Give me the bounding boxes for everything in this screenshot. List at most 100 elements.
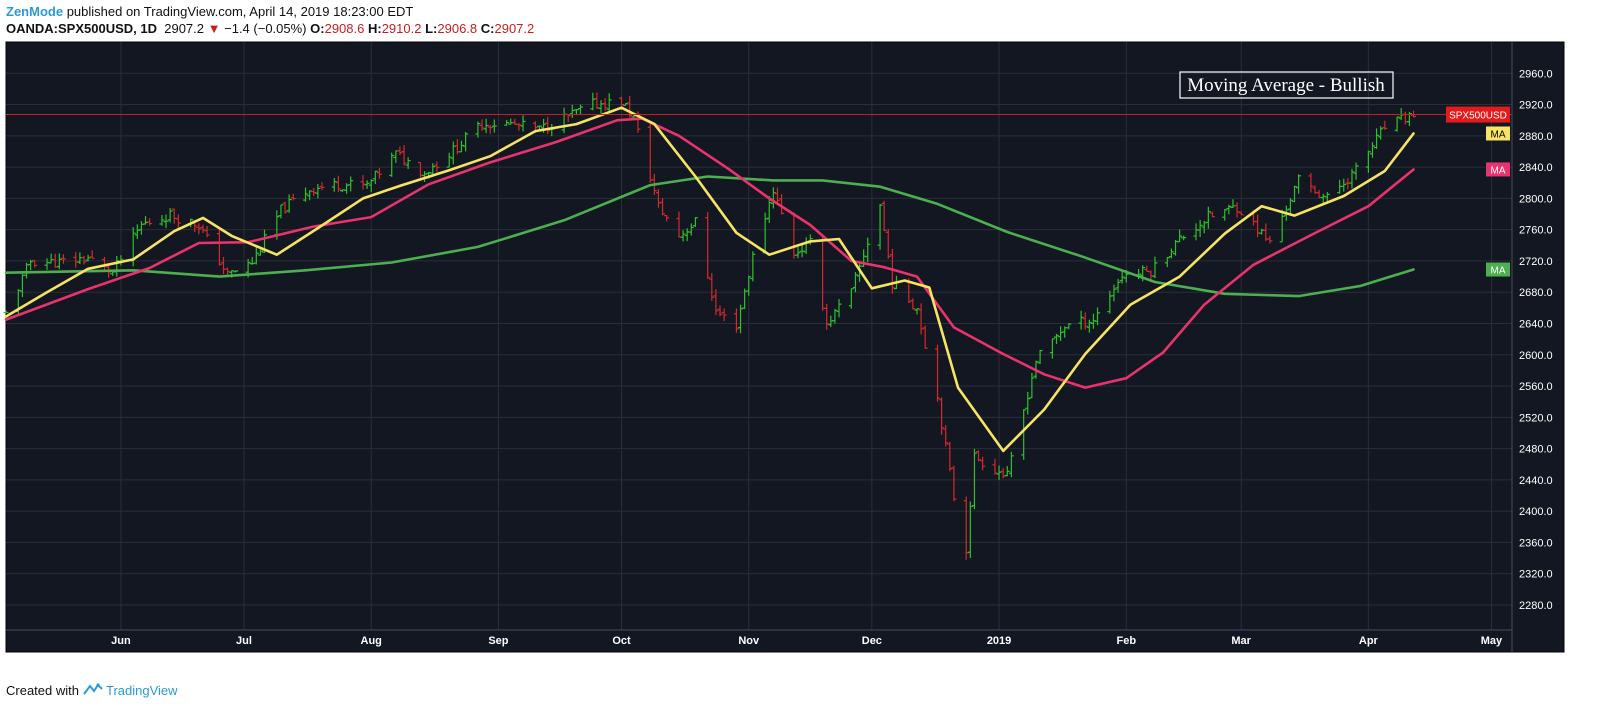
- ohlc-bar: [1353, 162, 1359, 180]
- y-tick-label: 2640.0: [1519, 318, 1553, 330]
- y-tick-label: 2960.0: [1519, 68, 1553, 80]
- x-tick-label: Sep: [488, 635, 508, 647]
- ma-value-label: MA: [1486, 162, 1510, 176]
- ohlc-bar: [606, 93, 612, 113]
- x-tick-label: Apr: [1359, 635, 1379, 647]
- ohlc-bar: [709, 273, 715, 301]
- symbol-price-label-box: [1446, 106, 1510, 123]
- x-tick-label: Nov: [738, 635, 760, 647]
- ohlc-bar: [1086, 319, 1092, 333]
- ma-value-label: MA: [1486, 126, 1510, 141]
- ohlc-bar: [770, 187, 776, 209]
- time-axis[interactable]: Jun Jul Aug Sep Oct Nov Dec 2019 Feb Mar Apr May: [111, 635, 1503, 647]
- y-tick-label: 2360.0: [1519, 537, 1553, 549]
- ohlc-bar: [721, 308, 727, 321]
- y-tick-label: 2480.0: [1519, 444, 1553, 456]
- ohlc-bar: [1378, 126, 1384, 140]
- ohlc-bar: [1000, 468, 1006, 479]
- annotation-box[interactable]: Moving Average - Bullish: [1179, 71, 1394, 99]
- ma-label-text: MA: [1491, 266, 1506, 277]
- price-chart[interactable]: 2960.0 2920.0 2880.0 2840.0 2800.0 2760.0 2720…: [0, 40, 1615, 654]
- ohlc-bar: [3, 310, 9, 314]
- ohlc-bar: [311, 188, 317, 197]
- ohlc-bar: [1008, 451, 1014, 478]
- ohlc-bar: [290, 193, 296, 201]
- close-value: 2907.2: [494, 21, 535, 36]
- ohlc-bar: [1267, 235, 1273, 244]
- ohlc-bar: [487, 124, 493, 134]
- symbol-price-label-text: SPX500USD: [1449, 111, 1507, 122]
- ohlc-bar: [1292, 185, 1298, 203]
- ma-label-text: MA: [1491, 165, 1506, 176]
- x-tick-label: Oct: [612, 635, 631, 647]
- ohlc-bar: [1382, 120, 1388, 130]
- x-tick-label: Jun: [111, 635, 131, 647]
- chart-title: Moving Average - Bullish: [1187, 75, 1385, 96]
- ohlc-bar: [1004, 465, 1010, 477]
- y-tick-label: 2920.0: [1519, 100, 1553, 112]
- ohlc-bar: [204, 226, 210, 238]
- ohlc-bar: [303, 187, 309, 202]
- ohlc-bar: [947, 441, 953, 472]
- symbol-name[interactable]: OANDA:SPX500USD, 1D: [6, 21, 157, 36]
- ohlc-bar: [1168, 248, 1174, 259]
- ma-label-box: [1486, 126, 1510, 141]
- y-tick-label: 2720.0: [1519, 256, 1553, 268]
- ohlc-bar: [319, 182, 325, 191]
- ohlc-bar: [705, 212, 711, 279]
- high-label: H:: [367, 21, 382, 36]
- ohlc-bar: [910, 298, 916, 310]
- ohlc-bar: [286, 194, 292, 213]
- ohlc-bar: [475, 121, 481, 138]
- ohlc-bar: [1287, 198, 1293, 216]
- ohlc-bar: [577, 104, 583, 115]
- ohlc-bar: [1349, 168, 1355, 189]
- ohlc-bar: [196, 223, 202, 235]
- ohlc-bar: [28, 259, 34, 271]
- ohlc-bar: [335, 175, 341, 192]
- open-value: 2908.6: [324, 21, 365, 36]
- close-label: C:: [480, 21, 495, 36]
- ohlc-bar: [1222, 209, 1228, 221]
- author-link[interactable]: ZenMode: [6, 4, 64, 19]
- y-tick-label: 2680.0: [1519, 287, 1553, 299]
- x-tick-label: May: [1481, 635, 1503, 647]
- ohlc-bar: [877, 204, 883, 250]
- ohlc-bar: [216, 229, 222, 266]
- ohlc-bar: [1234, 202, 1240, 218]
- ohlc-bar: [971, 448, 977, 510]
- ohlc-bar: [1181, 235, 1187, 241]
- ohlc-bar: [1164, 257, 1170, 268]
- ohlc-bar: [885, 229, 891, 259]
- ohlc-bar: [746, 275, 752, 296]
- ohlc-bar: [32, 259, 38, 268]
- ohlc-bar: [824, 303, 830, 330]
- ma-label-text: MA: [1491, 129, 1506, 140]
- ohlc-bar: [943, 425, 949, 447]
- ohlc-bar: [1066, 323, 1072, 330]
- ohlc-bar: [430, 163, 436, 176]
- ohlc-bar: [1209, 211, 1215, 218]
- ohlc-bar: [774, 187, 780, 203]
- ohlc-bar: [1296, 174, 1302, 194]
- ohlc-bar: [397, 146, 403, 156]
- ohlc-bar: [504, 119, 510, 126]
- ohlc-bar: [914, 308, 920, 315]
- ohlc-bar: [1054, 333, 1060, 344]
- ohlc-bar: [766, 196, 772, 223]
- ohlc-bar: [422, 171, 428, 183]
- x-tick-label: Dec: [862, 635, 882, 647]
- ohlc-bar: [717, 305, 723, 317]
- y-tick-label: 2520.0: [1519, 412, 1553, 424]
- ohlc-bar: [1152, 256, 1158, 279]
- ohlc-bar: [167, 208, 173, 223]
- down-arrow-icon: ▼: [207, 21, 221, 36]
- ohlc-bar: [865, 237, 871, 262]
- ohlc-bar: [389, 152, 395, 177]
- tradingview-link[interactable]: TradingView: [105, 683, 178, 698]
- price-axis[interactable]: 2960.0 2920.0 2880.0 2840.0 2800.0 2760.0 2720…: [1519, 68, 1553, 612]
- ohlc-bars: [3, 92, 1417, 560]
- ohlc-bar: [233, 270, 239, 273]
- ohlc-bar: [479, 119, 485, 131]
- tradingview-logo-icon[interactable]: [83, 683, 103, 699]
